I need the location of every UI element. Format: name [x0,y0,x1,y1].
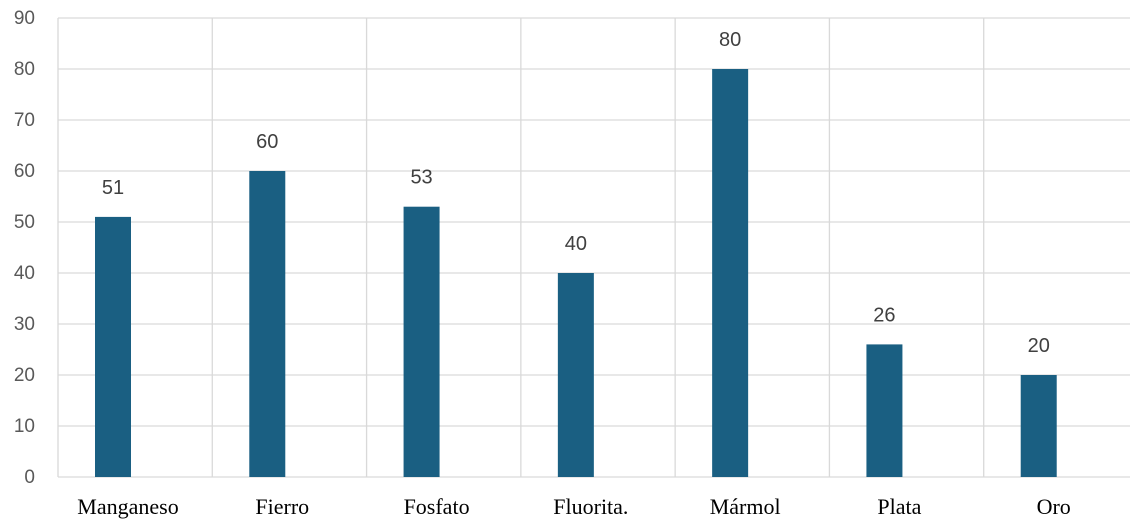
x-category-label: Fosfato [404,494,470,519]
y-tick-label: 60 [14,161,35,182]
y-tick-label: 10 [14,416,35,437]
x-category-label: Plata [877,494,921,519]
bar [95,216,131,477]
bar [403,206,440,477]
y-tick-label: 40 [14,263,35,284]
bars [95,69,1057,477]
data-label: 20 [1028,335,1050,357]
y-tick-label: 50 [14,212,35,233]
data-label: 60 [256,131,278,153]
gridlines [57,17,1130,478]
bar [1020,375,1057,477]
data-label: 53 [410,167,432,189]
data-labels: 51 60 53 40 80 26 20 [102,29,1050,357]
data-label: 40 [565,233,587,255]
x-category-label: Manganeso [77,494,178,519]
y-tick-label: 70 [14,110,35,131]
data-label: 26 [873,304,895,326]
x-category-label: Oro [1037,494,1071,519]
x-category-label: Mármol [710,494,781,519]
bar [557,273,594,477]
y-tick-label: 0 [24,467,35,488]
bar [866,344,903,477]
bar [712,69,749,477]
y-tick-label: 30 [14,314,35,335]
y-tick-label: 20 [14,365,35,386]
y-tick-label: 90 [14,8,35,29]
x-axis-category-labels: Manganeso Fierro Fosfato Fluorita. Mármol Pla… [77,494,1071,519]
x-category-label: Fluorita. [553,494,628,519]
data-label: 80 [719,29,741,51]
x-category-label: Fierro [255,494,309,519]
data-label: 51 [102,177,124,199]
y-axis-tick-labels: 0 10 20 30 40 50 60 70 80 90 [14,8,35,488]
y-tick-label: 80 [14,59,35,80]
bar [249,171,286,477]
